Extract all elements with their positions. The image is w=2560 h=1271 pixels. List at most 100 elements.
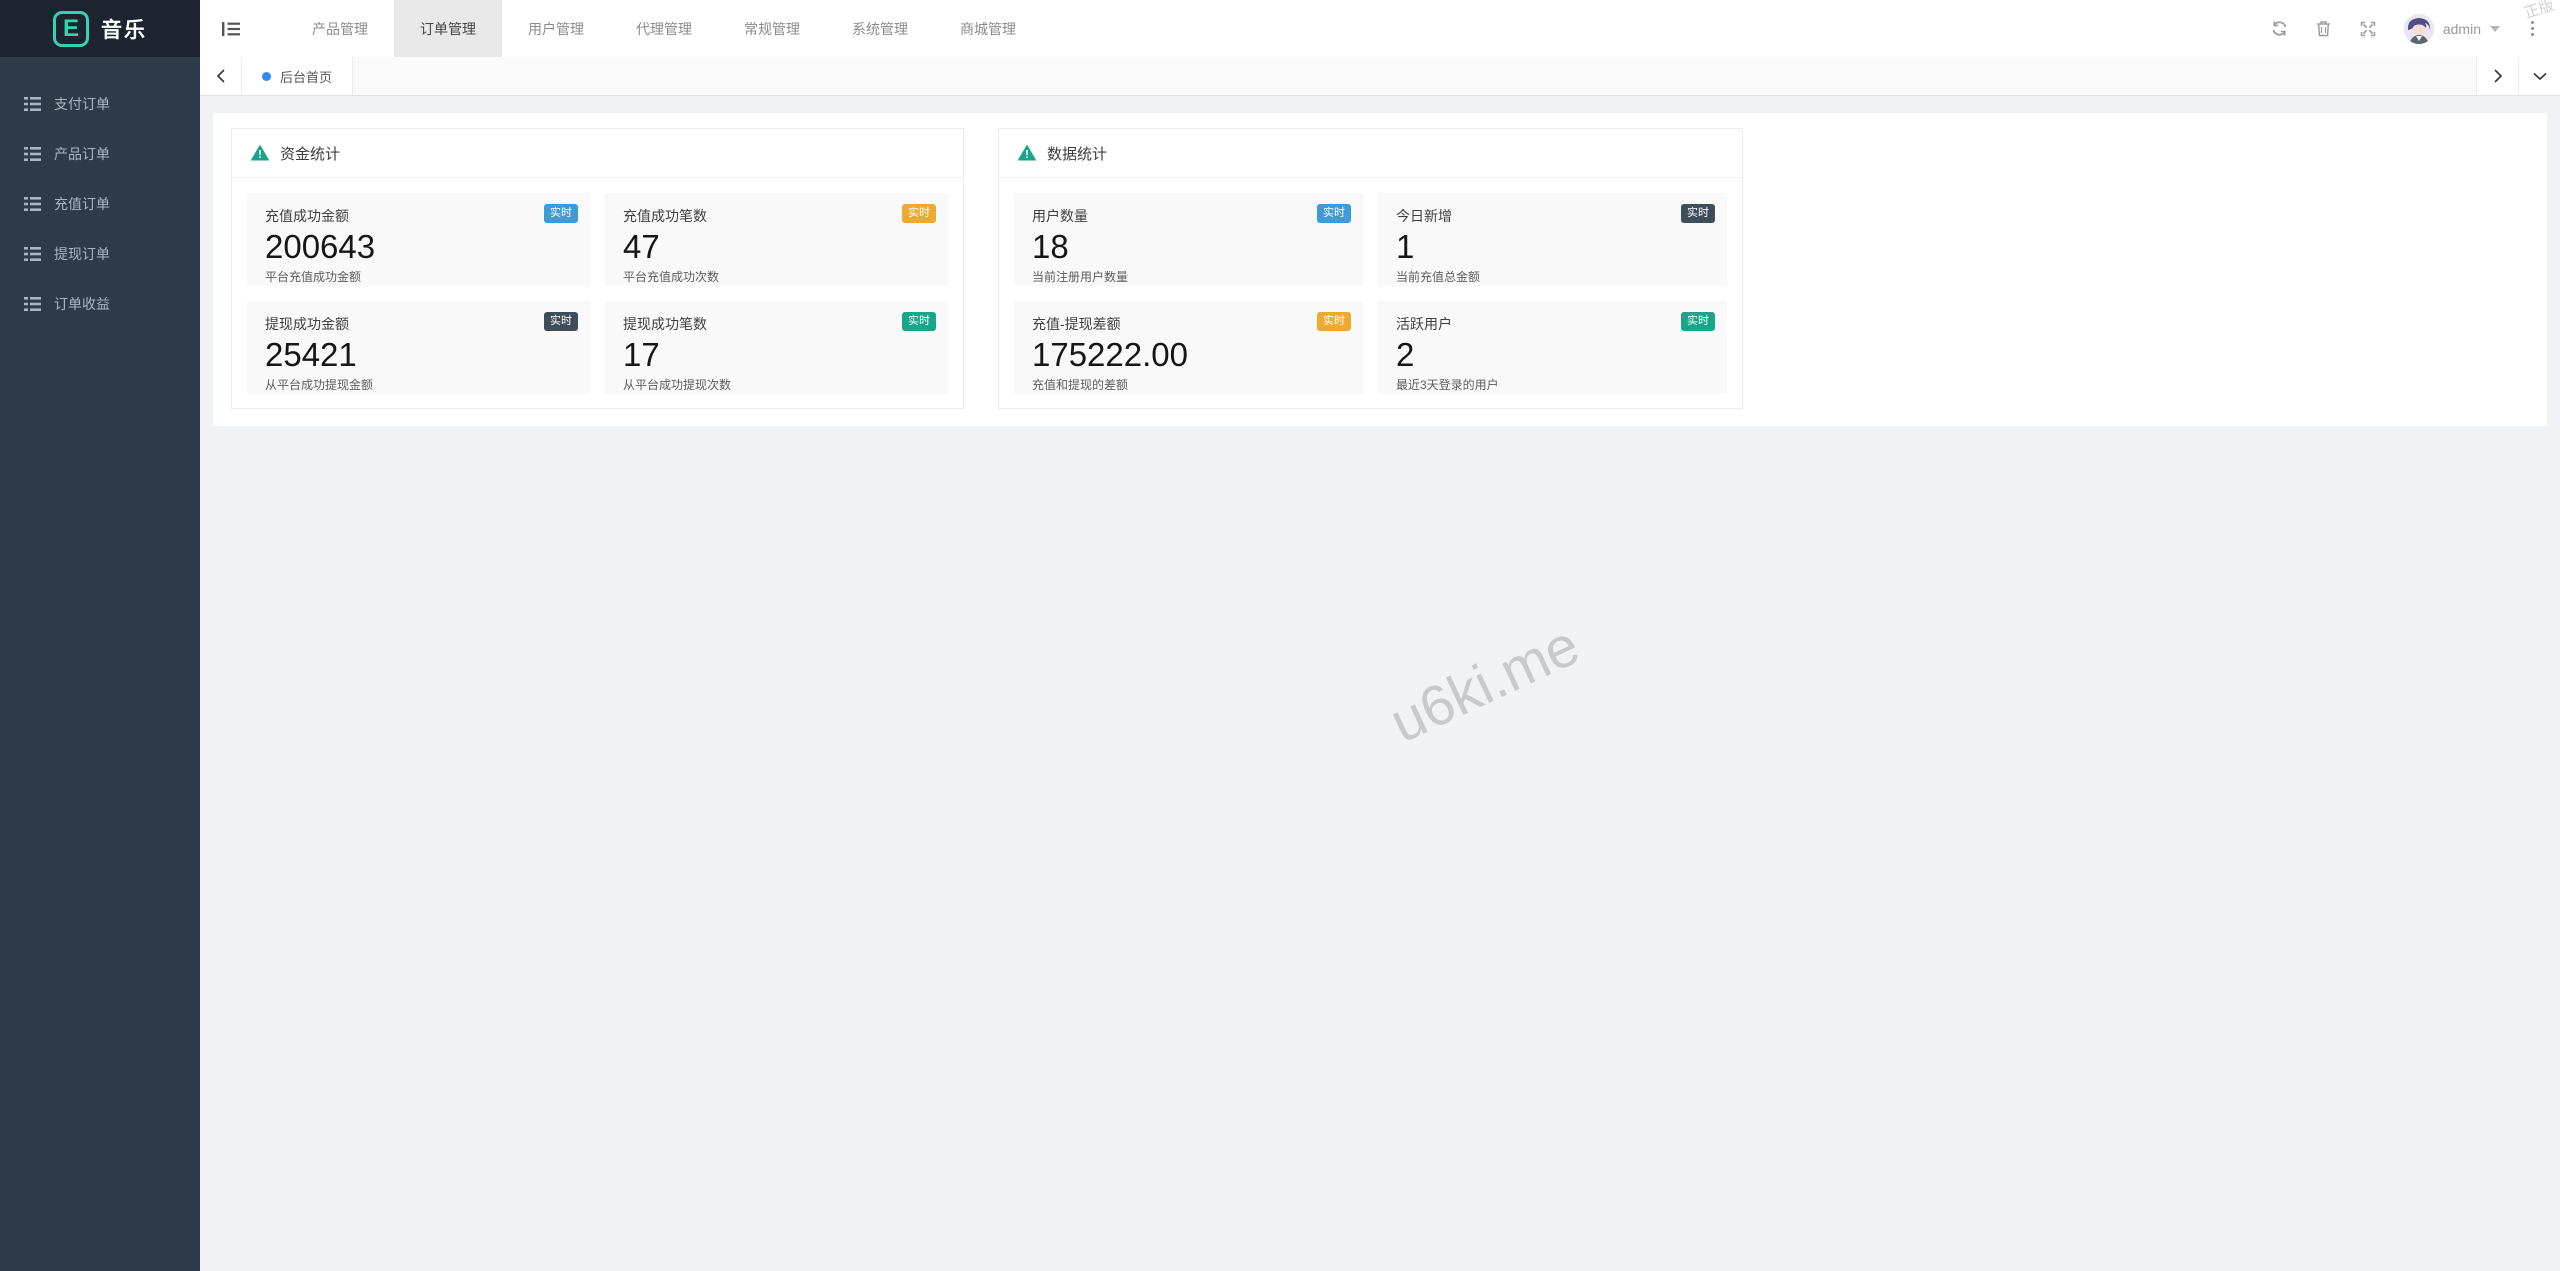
- stat-label: 提现成功笔数: [623, 316, 707, 332]
- sidebar-item-label: 提现订单: [54, 246, 110, 262]
- warning-triangle-icon: [251, 145, 269, 161]
- stat-label: 充值-提现差额: [1032, 316, 1121, 332]
- status-badge: 实时: [1317, 204, 1351, 223]
- stat-desc: 当前注册用户数量: [1032, 270, 1129, 285]
- tab-bar: 后台首页: [200, 57, 2560, 96]
- tab-bar-right-controls: [2476, 57, 2560, 95]
- sidebar-item-label: 产品订单: [54, 146, 110, 162]
- stat-desc: 充值和提现的差额: [1032, 378, 1129, 393]
- card-title: 数据统计: [1047, 145, 1108, 163]
- refresh-icon[interactable]: [2262, 11, 2298, 47]
- status-badge: 实时: [902, 312, 936, 331]
- status-badge: 实时: [902, 204, 936, 223]
- stat-desc: 平台充值成功次数: [623, 270, 720, 285]
- list-icon: [24, 147, 41, 161]
- stat-desc: 当前充值总金额: [1396, 270, 1481, 285]
- stat-value: 175222.00: [1032, 336, 1188, 373]
- stat-desc: 从平台成功提现次数: [623, 378, 732, 393]
- card-header: 资金统计: [232, 129, 963, 178]
- stat-label: 用户数量: [1032, 208, 1088, 224]
- logo-e-icon: E: [53, 10, 89, 47]
- nav-item-general-mgmt[interactable]: 常规管理: [744, 20, 800, 37]
- sidebar-item-recharge-orders[interactable]: 充值订单: [0, 179, 200, 229]
- top-nav: 产品管理 订单管理 用户管理 代理管理 常规管理 系统管理 商城管理: [286, 0, 1042, 57]
- card-title: 资金统计: [280, 145, 341, 163]
- status-badge: 实时: [544, 312, 578, 331]
- sidebar-item-pay-orders[interactable]: 支付订单: [0, 79, 200, 129]
- stat-user-count: 用户数量 18 当前注册用户数量 实时: [1014, 193, 1363, 286]
- list-icon: [24, 97, 41, 111]
- stat-recharge-withdraw-diff: 充值-提现差额 175222.00 充值和提现的差额 实时: [1014, 301, 1363, 394]
- nav-item-user-mgmt[interactable]: 用户管理: [528, 20, 584, 37]
- logo-title: 音乐: [101, 18, 147, 42]
- stat-value: 25421: [265, 336, 357, 373]
- page-watermark: u6ki.me: [1380, 612, 1589, 756]
- nav-item-order-mgmt[interactable]: 订单管理: [394, 0, 502, 57]
- tab-dashboard-home[interactable]: 后台首页: [242, 57, 354, 95]
- avatar: [2403, 13, 2434, 44]
- stat-withdraw-amount: 提现成功金额 25421 从平台成功提现金额 实时: [247, 301, 590, 394]
- dashboard-panel: 资金统计 充值成功金额 200643 平台充值成功金额 实时 充值成功笔数 47…: [213, 113, 2547, 426]
- sidebar-item-order-earnings[interactable]: 订单收益: [0, 279, 200, 329]
- header-actions: admin: [2262, 0, 2560, 57]
- chevron-down-icon: [2490, 25, 2500, 32]
- sidebar-item-label: 充值订单: [54, 196, 110, 212]
- stat-withdraw-count: 提现成功笔数 17 从平台成功提现次数 实时: [605, 301, 948, 394]
- fullscreen-icon[interactable]: [2350, 11, 2386, 47]
- stat-recharge-amount: 充值成功金额 200643 平台充值成功金额 实时: [247, 193, 590, 286]
- stat-value: 1: [1396, 228, 1415, 265]
- card-body: 用户数量 18 当前注册用户数量 实时 今日新增 1 当前充值总金额 实时 充值…: [999, 178, 1742, 409]
- stat-desc: 平台充值成功金额: [265, 270, 362, 285]
- tab-label: 后台首页: [280, 69, 333, 85]
- nav-item-agent-mgmt[interactable]: 代理管理: [636, 20, 692, 37]
- stat-label: 提现成功金额: [265, 316, 349, 332]
- stat-value: 2: [1396, 336, 1415, 373]
- status-badge: 实时: [1681, 204, 1715, 223]
- stat-desc: 最近3天登录的用户: [1396, 378, 1499, 393]
- sidebar-item-withdraw-orders[interactable]: 提现订单: [0, 229, 200, 279]
- sidebar-item-product-orders[interactable]: 产品订单: [0, 129, 200, 179]
- stat-label: 充值成功笔数: [623, 208, 707, 224]
- stat-value: 18: [1032, 228, 1069, 265]
- stat-label: 活跃用户: [1396, 316, 1452, 332]
- list-icon: [24, 247, 41, 261]
- nav-item-mall-mgmt[interactable]: 商城管理: [960, 20, 1016, 37]
- stat-new-today: 今日新增 1 当前充值总金额 实时: [1378, 193, 1727, 286]
- tabs-dropdown-button[interactable]: [2518, 57, 2560, 95]
- card-header: 数据统计: [999, 129, 1742, 178]
- status-badge: 实时: [544, 204, 578, 223]
- sidebar: E 音乐 支付订单 产品订单 充值订单 提现订单 订单收益: [0, 0, 200, 1271]
- card-body: 充值成功金额 200643 平台充值成功金额 实时 充值成功笔数 47 平台充值…: [232, 178, 963, 409]
- sidebar-item-label: 支付订单: [54, 96, 110, 112]
- active-tab-dot-icon: [262, 71, 271, 81]
- sidebar-toggle-icon[interactable]: [200, 0, 262, 57]
- list-icon: [24, 297, 41, 311]
- top-header: 产品管理 订单管理 用户管理 代理管理 常规管理 系统管理 商城管理: [200, 0, 2560, 57]
- stat-active-users: 活跃用户 2 最近3天登录的用户 实时: [1378, 301, 1727, 394]
- sidebar-menu: 支付订单 产品订单 充值订单 提现订单 订单收益: [0, 57, 200, 329]
- trash-icon[interactable]: [2306, 11, 2342, 47]
- stat-label: 充值成功金额: [265, 208, 349, 224]
- stat-value: 200643: [265, 228, 376, 265]
- tabs-scroll-right-button[interactable]: [2476, 57, 2518, 95]
- stat-value: 47: [623, 228, 660, 265]
- main-content: 资金统计 充值成功金额 200643 平台充值成功金额 实时 充值成功笔数 47…: [200, 96, 2560, 1271]
- sidebar-item-label: 订单收益: [54, 296, 110, 312]
- stat-value: 17: [623, 336, 660, 373]
- status-badge: 实时: [1317, 312, 1351, 331]
- stat-desc: 从平台成功提现金额: [265, 378, 374, 393]
- tabs-scroll-left-button[interactable]: [200, 57, 242, 95]
- funds-statistics-card: 资金统计 充值成功金额 200643 平台充值成功金额 实时 充值成功笔数 47…: [231, 128, 964, 409]
- user-name: admin: [2442, 20, 2481, 37]
- more-options-icon[interactable]: [2518, 15, 2546, 42]
- data-statistics-card: 数据统计 用户数量 18 当前注册用户数量 实时 今日新增 1 当前充值总金额 …: [998, 128, 1743, 409]
- stat-recharge-count: 充值成功笔数 47 平台充值成功次数 实时: [605, 193, 948, 286]
- list-icon: [24, 197, 41, 211]
- status-badge: 实时: [1681, 312, 1715, 331]
- warning-triangle-icon: [1018, 145, 1036, 161]
- stat-label: 今日新增: [1396, 208, 1452, 224]
- app-logo[interactable]: E 音乐: [0, 0, 200, 57]
- user-menu[interactable]: admin: [2394, 13, 2510, 44]
- nav-item-product-mgmt[interactable]: 产品管理: [312, 20, 368, 37]
- nav-item-system-mgmt[interactable]: 系统管理: [852, 20, 908, 37]
